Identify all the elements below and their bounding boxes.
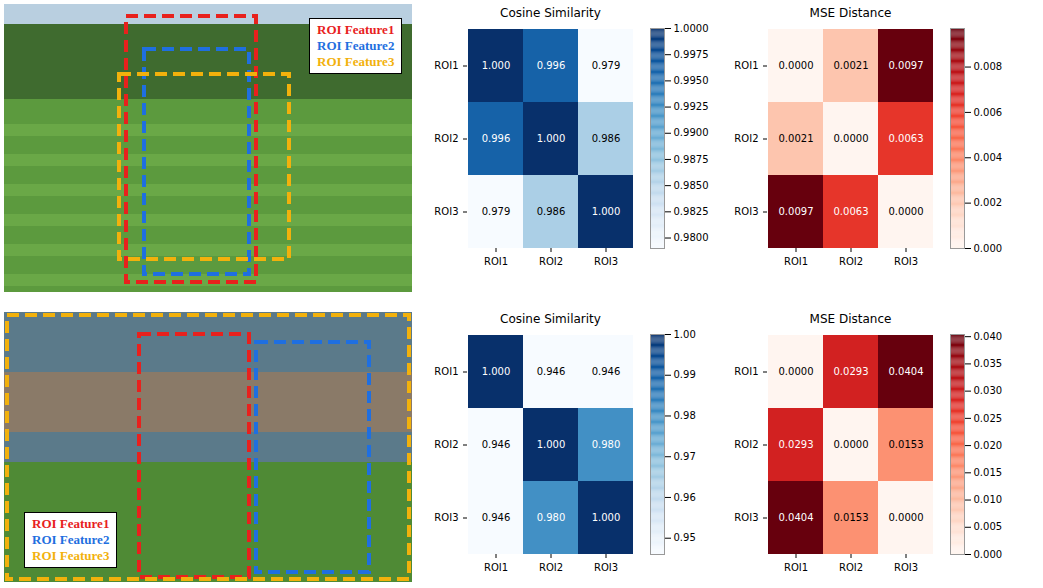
svg-text:0.986: 0.986 [592, 133, 621, 144]
svg-text:0.0404: 0.0404 [889, 366, 924, 377]
svg-text:ROI1: ROI1 [784, 562, 808, 573]
svg-text:1.000: 1.000 [537, 439, 566, 450]
svg-text:0.0293: 0.0293 [779, 439, 814, 450]
svg-text:ROI2: ROI2 [539, 256, 563, 267]
html-text:ROI Feature2: ROI Feature2 [32, 532, 110, 547]
svg-text:ROI3: ROI3 [594, 256, 618, 267]
svg-text:ROI3: ROI3 [894, 256, 918, 267]
svg-text:0.9900: 0.9900 [674, 127, 709, 138]
svg-text:ROI3: ROI3 [734, 206, 758, 217]
svg-text:0.0000: 0.0000 [889, 512, 924, 523]
svg-text:ROI1: ROI1 [484, 562, 508, 573]
svg-text:0.9800: 0.9800 [674, 232, 709, 243]
svg-text:1.00: 1.00 [674, 330, 696, 340]
svg-text:ROI2: ROI2 [734, 439, 758, 450]
svg-text:0.005: 0.005 [974, 521, 1003, 532]
svg-text:0.030: 0.030 [974, 385, 1003, 396]
svg-text:0.0063: 0.0063 [889, 133, 924, 144]
html-text:ROI Feature3: ROI Feature3 [32, 548, 110, 563]
svg-text:0.0000: 0.0000 [889, 206, 924, 217]
svg-text:0.95: 0.95 [674, 532, 696, 543]
svg-text:0.946: 0.946 [592, 366, 621, 377]
html-text:MSE Distance: MSE Distance [809, 312, 892, 326]
svg-text:0.004: 0.004 [974, 152, 1003, 163]
svg-text:ROI2: ROI2 [539, 562, 563, 573]
html-text:MSE Distance: MSE Distance [809, 6, 892, 20]
svg-text:0.9925: 0.9925 [674, 101, 709, 112]
svg-text:0.0153: 0.0153 [834, 512, 869, 523]
svg-text:ROI1: ROI1 [734, 60, 758, 71]
svg-text:ROI1: ROI1 [484, 256, 508, 267]
svg-text:0.0097: 0.0097 [889, 60, 924, 71]
svg-text:1.000: 1.000 [592, 512, 621, 523]
svg-text:0.96: 0.96 [674, 492, 696, 503]
svg-text:ROI3: ROI3 [434, 512, 458, 523]
svg-text:0.996: 0.996 [482, 133, 511, 144]
svg-text:0.946: 0.946 [482, 512, 511, 523]
svg-text:0.035: 0.035 [974, 358, 1003, 369]
svg-text:0.002: 0.002 [974, 197, 1003, 208]
svg-text:ROI1: ROI1 [434, 60, 458, 71]
svg-text:0.0021: 0.0021 [834, 60, 869, 71]
svg-text:0.0097: 0.0097 [779, 206, 814, 217]
html-text:Cosine Similarity: Cosine Similarity [500, 312, 601, 326]
svg-text:ROI2: ROI2 [434, 133, 458, 144]
svg-text:1.000: 1.000 [592, 206, 621, 217]
svg-text:0.010: 0.010 [974, 494, 1003, 505]
html-text:ROI Feature1: ROI Feature1 [317, 22, 395, 37]
svg-text:ROI1: ROI1 [734, 366, 758, 377]
svg-text:1.0000: 1.0000 [674, 24, 709, 34]
html-text:ROI Feature3: ROI Feature3 [317, 54, 395, 69]
svg-text:0.99: 0.99 [674, 369, 696, 380]
svg-text:1.000: 1.000 [482, 366, 511, 377]
svg-text:0.0404: 0.0404 [779, 512, 814, 523]
svg-text:0.0063: 0.0063 [834, 206, 869, 217]
svg-text:0.9825: 0.9825 [674, 206, 709, 217]
svg-text:ROI3: ROI3 [594, 562, 618, 573]
svg-text:0.020: 0.020 [974, 440, 1003, 451]
svg-text:0.980: 0.980 [537, 512, 566, 523]
svg-text:0.006: 0.006 [974, 107, 1003, 118]
svg-text:0.9875: 0.9875 [674, 154, 709, 165]
svg-text:0.9850: 0.9850 [674, 180, 709, 191]
svg-text:0.979: 0.979 [592, 60, 621, 71]
html-text:ROI Feature1: ROI Feature1 [32, 516, 110, 531]
svg-text:0.9975: 0.9975 [674, 49, 709, 60]
svg-text:0.9950: 0.9950 [674, 75, 709, 86]
svg-text:0.008: 0.008 [974, 61, 1003, 72]
svg-text:0.946: 0.946 [482, 439, 511, 450]
svg-text:0.986: 0.986 [537, 206, 566, 217]
svg-text:ROI2: ROI2 [839, 562, 863, 573]
svg-text:0.0021: 0.0021 [779, 133, 814, 144]
html-text:Cosine Similarity: Cosine Similarity [500, 6, 601, 20]
html-text:ROI Feature2: ROI Feature2 [317, 38, 395, 53]
svg-text:ROI3: ROI3 [434, 206, 458, 217]
svg-text:0.996: 0.996 [537, 60, 566, 71]
svg-text:0.0000: 0.0000 [779, 366, 814, 377]
svg-text:0.0153: 0.0153 [889, 439, 924, 450]
svg-text:1.000: 1.000 [537, 133, 566, 144]
svg-text:0.0000: 0.0000 [834, 133, 869, 144]
svg-text:0.97: 0.97 [674, 451, 696, 462]
svg-text:0.000: 0.000 [974, 549, 1003, 560]
svg-text:0.98: 0.98 [674, 410, 696, 421]
svg-text:0.040: 0.040 [974, 331, 1003, 342]
svg-text:0.0000: 0.0000 [779, 60, 814, 71]
svg-text:ROI2: ROI2 [734, 133, 758, 144]
svg-text:1.000: 1.000 [482, 60, 511, 71]
svg-text:0.980: 0.980 [592, 439, 621, 450]
svg-text:0.015: 0.015 [974, 467, 1003, 478]
svg-text:ROI2: ROI2 [839, 256, 863, 267]
svg-text:ROI1: ROI1 [784, 256, 808, 267]
svg-text:0.025: 0.025 [974, 413, 1003, 424]
svg-text:0.946: 0.946 [537, 366, 566, 377]
svg-text:ROI3: ROI3 [894, 562, 918, 573]
svg-text:ROI2: ROI2 [434, 439, 458, 450]
svg-text:0.0293: 0.0293 [834, 366, 869, 377]
svg-text:0.979: 0.979 [482, 206, 511, 217]
svg-text:ROI1: ROI1 [434, 366, 458, 377]
svg-text:0.000: 0.000 [974, 243, 1003, 254]
svg-text:ROI3: ROI3 [734, 512, 758, 523]
svg-text:0.0000: 0.0000 [834, 439, 869, 450]
